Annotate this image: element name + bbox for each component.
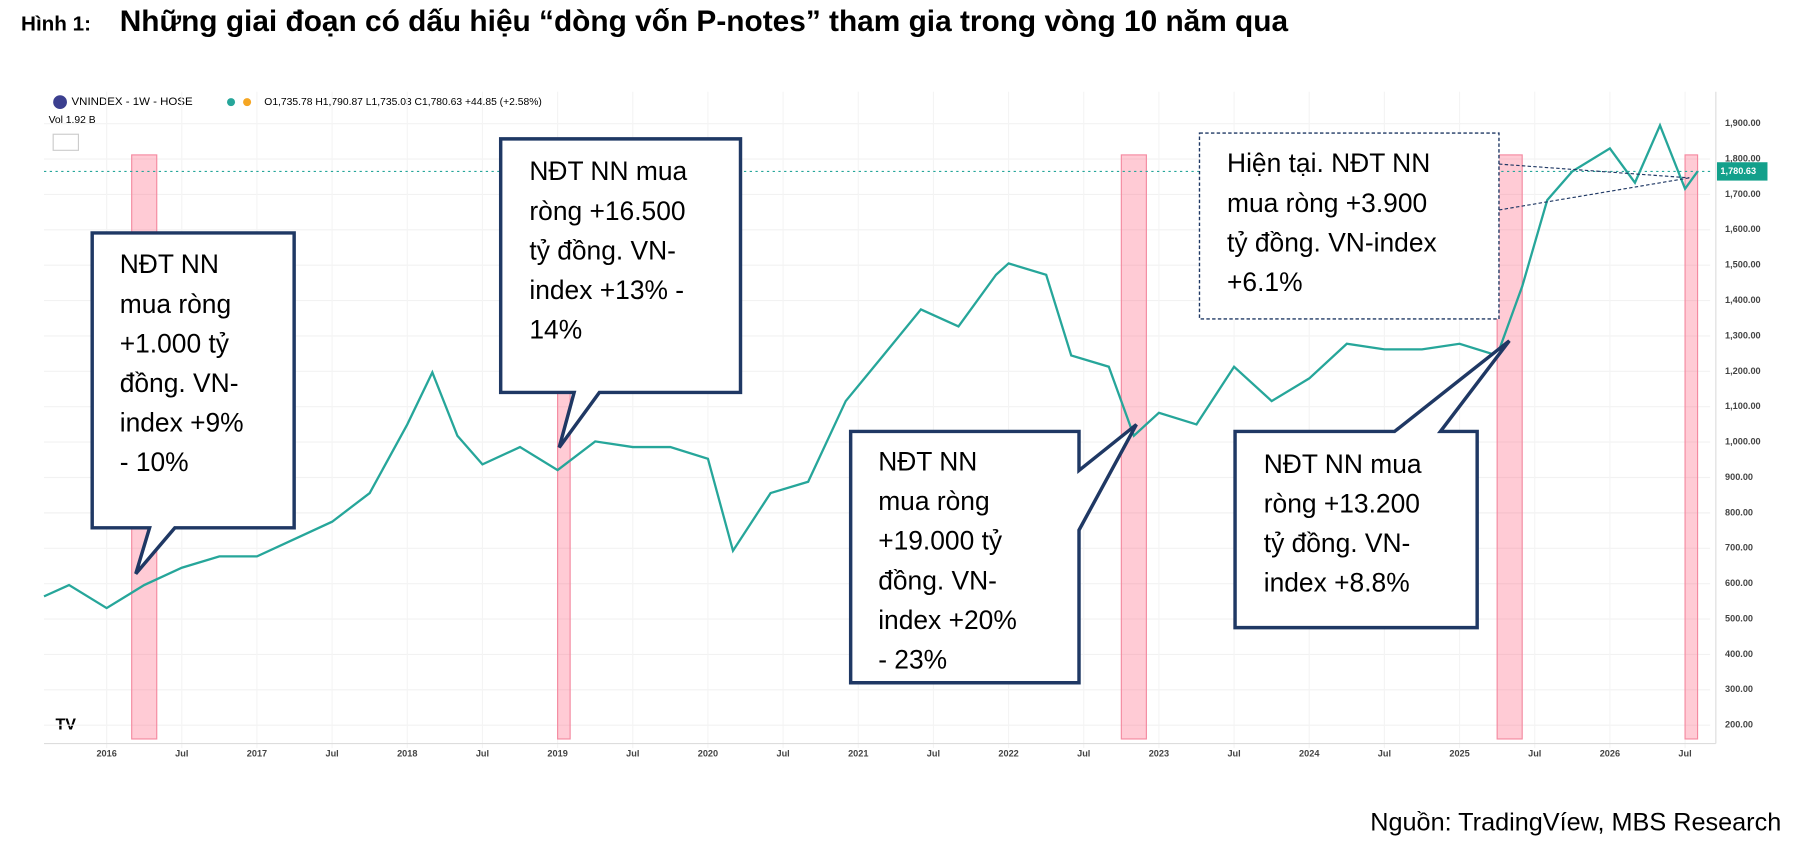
x-tick-label: 2022 bbox=[998, 748, 1018, 758]
callout-box bbox=[498, 137, 743, 449]
y-tick-label: 900.00 bbox=[1725, 472, 1753, 482]
x-tick-label: Jul bbox=[1678, 748, 1691, 758]
callout-text: mua ròng bbox=[878, 486, 989, 516]
callout-text: đồng. VN- bbox=[878, 565, 997, 595]
callout-text: index +20% bbox=[878, 605, 1017, 635]
callout-text: - 23% bbox=[878, 644, 947, 674]
x-tick-label: 2019 bbox=[547, 748, 567, 758]
volume-label: Vol 1.92 B bbox=[49, 115, 96, 126]
callout-text: tỷ đồng. VN- bbox=[1264, 528, 1411, 558]
x-tick-label: 2020 bbox=[698, 748, 718, 758]
y-tick-label: 800.00 bbox=[1725, 507, 1753, 517]
callout-text: - 10% bbox=[120, 447, 189, 477]
x-tick-label: Jul bbox=[326, 748, 339, 758]
callout-text: ròng +16.500 bbox=[529, 196, 685, 226]
callout-text: đồng. VN- bbox=[120, 368, 239, 398]
callout-pointer bbox=[1498, 163, 1690, 179]
x-tick-label: Jul bbox=[1227, 748, 1240, 758]
callout-text: NĐT NN mua bbox=[529, 156, 687, 186]
y-tick-label: 1,500.00 bbox=[1725, 260, 1761, 270]
y-tick-label: 1,400.00 bbox=[1725, 295, 1761, 305]
y-tick-label: 700.00 bbox=[1725, 543, 1753, 553]
highlight-period bbox=[1496, 154, 1523, 740]
x-tick-label: 2025 bbox=[1449, 748, 1469, 758]
figure-title: Những giai đoạn có dấu hiệu “dòng vốn P-… bbox=[120, 5, 1289, 38]
y-tick-label: 200.00 bbox=[1725, 720, 1753, 730]
callout-text: ròng +13.200 bbox=[1264, 488, 1420, 518]
y-tick-label: 1,700.00 bbox=[1725, 189, 1761, 199]
callout-pointer bbox=[1498, 177, 1690, 211]
price-line bbox=[43, 122, 1699, 610]
last-price-tag bbox=[1716, 162, 1768, 181]
collapse-button[interactable] bbox=[52, 133, 79, 151]
callout-text: index +13% - bbox=[529, 275, 684, 305]
y-tick-label: 1,200.00 bbox=[1725, 366, 1761, 376]
callout-text: +1.000 tỷ bbox=[120, 328, 230, 358]
figure-label: Hình 1: bbox=[21, 13, 91, 36]
callout-text: index +9% bbox=[120, 408, 244, 438]
y-tick-label: 600.00 bbox=[1725, 578, 1753, 588]
x-tick-label: 2016 bbox=[96, 748, 116, 758]
x-tick-label: Jul bbox=[1378, 748, 1391, 758]
highlight-period bbox=[1684, 154, 1699, 740]
x-tick-label: Jul bbox=[1077, 748, 1090, 758]
callout-text: mua ròng bbox=[120, 289, 231, 319]
callout-text: tỷ đồng. VN-index bbox=[1227, 227, 1437, 257]
callout-text: 14% bbox=[529, 315, 582, 345]
callout-box bbox=[90, 231, 296, 575]
y-tick-label: 1,100.00 bbox=[1725, 401, 1761, 411]
y-tick-label: 400.00 bbox=[1725, 649, 1753, 659]
x-tick-label: 2021 bbox=[848, 748, 868, 758]
x-tick-label: 2023 bbox=[1149, 748, 1169, 758]
x-tick-label: Jul bbox=[175, 748, 188, 758]
y-tick-label: 1,900.00 bbox=[1725, 118, 1761, 128]
x-tick-label: Jul bbox=[927, 748, 940, 758]
symbol-icon bbox=[53, 95, 67, 110]
callout-text: +19.000 tỷ bbox=[878, 526, 1003, 556]
x-tick-label: Jul bbox=[476, 748, 489, 758]
status-dot bbox=[227, 98, 236, 107]
y-tick-label: 1,800.00 bbox=[1725, 153, 1761, 163]
status-dot bbox=[243, 98, 252, 107]
callout-box bbox=[1233, 339, 1511, 630]
x-tick-label: 2017 bbox=[247, 748, 267, 758]
x-tick-label: 2024 bbox=[1299, 748, 1320, 758]
tv-logo: TV bbox=[55, 715, 76, 733]
y-tick-label: 1,300.00 bbox=[1725, 330, 1761, 340]
y-tick-label: 1,600.00 bbox=[1725, 224, 1761, 234]
x-tick-label: Jul bbox=[776, 748, 789, 758]
last-price-label: 1,780.63 bbox=[1720, 166, 1756, 176]
callout-text: NĐT NN bbox=[120, 249, 219, 279]
callout-text: index +8.8% bbox=[1264, 568, 1410, 598]
callout-text: NĐT NN mua bbox=[1264, 449, 1422, 479]
callout-text: mua ròng +3.900 bbox=[1227, 188, 1427, 218]
callout-text: +6.1% bbox=[1227, 267, 1303, 297]
x-tick-label: 2026 bbox=[1600, 748, 1620, 758]
callout-text: NĐT NN bbox=[878, 447, 977, 477]
callout-box bbox=[1198, 132, 1500, 320]
y-tick-label: 300.00 bbox=[1725, 684, 1753, 694]
symbol: VNINDEX - 1W - HOSE bbox=[72, 96, 193, 108]
callout-text: tỷ đồng. VN- bbox=[529, 235, 676, 265]
source: Nguồn: TradingVíew, MBS Research bbox=[1370, 809, 1781, 837]
y-tick-label: 500.00 bbox=[1725, 613, 1753, 623]
callout-text: Hiện tại. NĐT NN bbox=[1227, 148, 1430, 178]
callout-box bbox=[848, 423, 1138, 685]
x-tick-label: Jul bbox=[626, 748, 639, 758]
y-tick-label: 1,000.00 bbox=[1725, 437, 1761, 447]
ohlc: O1,735.78 H1,790.87 L1,735.03 C1,780.63 … bbox=[264, 97, 542, 108]
x-tick-label: 2018 bbox=[397, 748, 417, 758]
x-tick-label: Jul bbox=[1528, 748, 1541, 758]
